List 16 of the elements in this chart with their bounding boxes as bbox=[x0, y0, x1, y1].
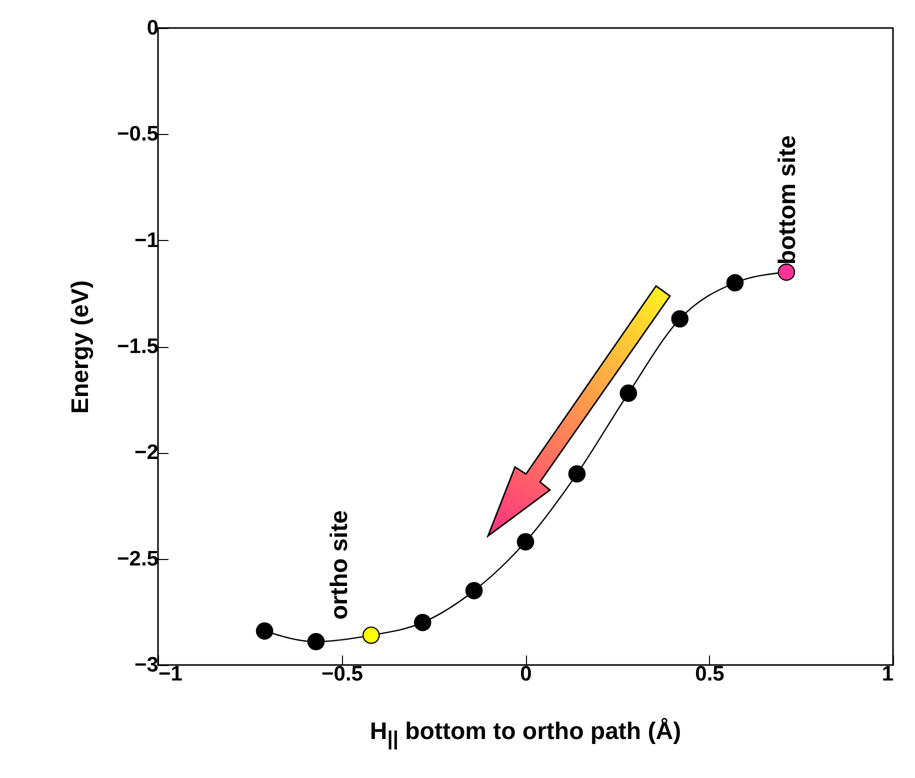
y-tick-label: −1.5 bbox=[117, 335, 159, 358]
x-tick-label: 0.5 bbox=[695, 662, 725, 686]
y-tick-label: −2.5 bbox=[117, 547, 159, 570]
annotation: ortho site bbox=[326, 510, 354, 620]
y-axis-title: Energy (eV) bbox=[67, 280, 94, 414]
y-tick-label: −3 bbox=[134, 654, 158, 676]
y-tick-label: −0.5 bbox=[117, 122, 159, 146]
y-tick-label: 0 bbox=[146, 16, 158, 40]
x-tick-label: −0.5 bbox=[322, 662, 364, 686]
x-axis-title: H$_{||}$ bottom to ortho path (Å) bbox=[368, 718, 682, 751]
x-tick-label: −1 bbox=[158, 662, 183, 686]
x-tick-label: 0 bbox=[520, 662, 532, 686]
y-tick-label: −1 bbox=[134, 228, 159, 252]
annotation: bottom site bbox=[774, 135, 802, 265]
y-tick-label: −2 bbox=[134, 441, 158, 464]
x-tick-label: 1 bbox=[882, 662, 894, 686]
